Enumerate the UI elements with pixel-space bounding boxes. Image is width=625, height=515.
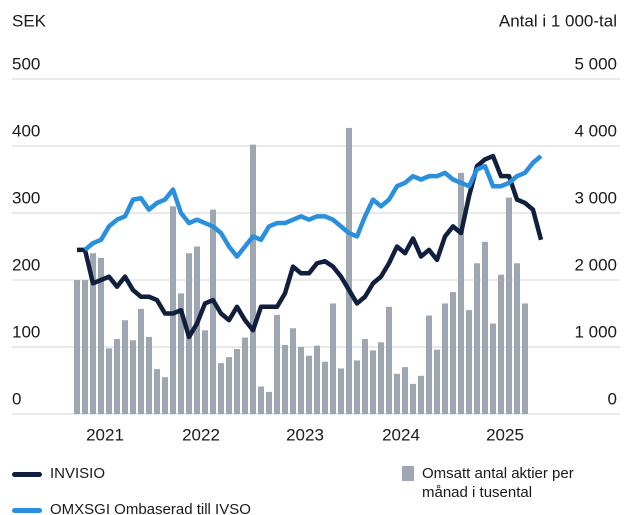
bar bbox=[82, 280, 88, 414]
legend-label: OMXSGI Ombaserad till IVSO bbox=[50, 501, 251, 515]
bar bbox=[386, 306, 392, 414]
bar bbox=[170, 206, 176, 414]
y2-tick-label: 1 000 bbox=[574, 322, 617, 341]
legend-label: Omsatt antal aktier per månad i tusental bbox=[422, 465, 574, 501]
legend-item: OMXSGI Ombaserad till IVSO bbox=[12, 500, 251, 515]
bar bbox=[162, 377, 168, 414]
y2-tick-label: 3 000 bbox=[574, 188, 617, 207]
bar bbox=[314, 345, 320, 414]
bar bbox=[234, 349, 240, 414]
bar bbox=[242, 337, 248, 414]
bar bbox=[490, 323, 496, 414]
bar bbox=[442, 303, 448, 414]
y2-tick-label: 4 000 bbox=[574, 121, 617, 140]
y2-tick-label: 0 bbox=[608, 389, 617, 408]
bar bbox=[74, 280, 80, 414]
bar bbox=[410, 383, 416, 414]
bar bbox=[346, 127, 352, 414]
y2-tick-label: 2 000 bbox=[574, 255, 617, 274]
bar bbox=[146, 336, 152, 414]
bar bbox=[378, 342, 384, 414]
y-tick-label: 100 bbox=[12, 322, 40, 341]
bar bbox=[330, 303, 336, 414]
bar bbox=[114, 338, 120, 414]
x-tick-label: 2021 bbox=[86, 425, 124, 444]
legend-swatch bbox=[12, 507, 42, 513]
y-tick-label: 300 bbox=[12, 188, 40, 207]
bar bbox=[514, 263, 520, 414]
y-tick-label: 500 bbox=[12, 54, 40, 73]
bar bbox=[466, 310, 472, 414]
bar bbox=[138, 308, 144, 414]
bar bbox=[178, 293, 184, 414]
line bbox=[77, 153, 544, 340]
bar bbox=[194, 246, 200, 414]
bar bbox=[258, 386, 264, 414]
y-tick-label: 0 bbox=[12, 389, 21, 408]
bar bbox=[458, 172, 464, 414]
y-axis-title: SEK bbox=[12, 11, 47, 30]
bar bbox=[418, 375, 424, 414]
bar bbox=[202, 330, 208, 414]
legend-swatch bbox=[402, 466, 414, 481]
bar bbox=[250, 144, 256, 414]
bar bbox=[426, 315, 432, 414]
legend-item: INVISIO bbox=[12, 464, 105, 483]
x-tick-label: 2024 bbox=[382, 425, 420, 444]
bar bbox=[322, 361, 328, 414]
bar bbox=[402, 367, 408, 414]
bar bbox=[450, 292, 456, 414]
x-tick-label: 2023 bbox=[286, 425, 324, 444]
bar bbox=[498, 274, 504, 414]
bar bbox=[370, 350, 376, 414]
bar bbox=[290, 328, 296, 414]
bar bbox=[218, 363, 224, 414]
bar bbox=[506, 197, 512, 414]
bar bbox=[434, 349, 440, 414]
line bbox=[83, 154, 543, 259]
bar bbox=[90, 253, 96, 414]
bar bbox=[522, 303, 528, 414]
bar bbox=[362, 338, 368, 414]
bar bbox=[394, 373, 400, 414]
bar bbox=[226, 357, 232, 414]
y2-axis-title: Antal i 1 000-tal bbox=[499, 11, 617, 30]
x-tick-label: 2022 bbox=[182, 425, 220, 444]
legend-item: Omsatt antal aktier per månad i tusental bbox=[402, 464, 607, 502]
bar bbox=[482, 241, 488, 414]
chart: SEK Antal i 1 000-tal 0 100 200 300 400 500 0 1… bbox=[12, 11, 620, 444]
y-tick-label: 200 bbox=[12, 255, 40, 274]
bar bbox=[130, 340, 136, 414]
bar bbox=[210, 209, 216, 414]
legend-swatch bbox=[12, 471, 42, 477]
x-tick-label: 2025 bbox=[486, 425, 524, 444]
bar bbox=[98, 257, 104, 414]
bar bbox=[154, 369, 160, 414]
bar bbox=[282, 344, 288, 414]
bar bbox=[106, 348, 112, 414]
y2-tick-label: 5 000 bbox=[574, 54, 617, 73]
bar bbox=[266, 391, 272, 414]
bar bbox=[122, 320, 128, 414]
bar bbox=[306, 355, 312, 414]
bar bbox=[474, 263, 480, 414]
bar bbox=[298, 347, 304, 414]
y-tick-label: 400 bbox=[12, 121, 40, 140]
bar bbox=[274, 314, 280, 414]
bar bbox=[338, 368, 344, 414]
bar bbox=[354, 360, 360, 414]
legend-label: INVISIO bbox=[50, 465, 106, 482]
